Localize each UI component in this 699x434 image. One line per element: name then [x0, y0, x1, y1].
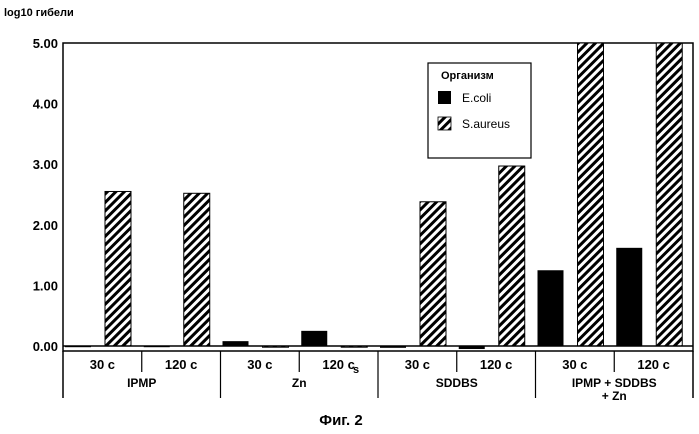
y-tick-label: 0.00 — [33, 339, 58, 354]
bar-saureus — [420, 202, 446, 346]
y-tick-label: 1.00 — [33, 278, 58, 293]
legend-label-ecoli: E.coli — [462, 91, 491, 105]
y-tick-label: 3.00 — [33, 157, 58, 172]
legend: Организм E.coli S.aureus — [428, 63, 531, 158]
time-label: 30 с — [405, 357, 430, 372]
time-label: 120 с — [637, 357, 670, 372]
time-label: 120 с — [480, 357, 513, 372]
bar-saureus — [105, 191, 131, 346]
group-label: IPMP + SDDBS+ Zn — [572, 376, 657, 403]
group-label: IPMP — [127, 376, 156, 390]
time-label: 30 с — [247, 357, 272, 372]
time-labels: 30 с 120 с 30 с 120 с 30 с 120 с 30 с 120 с — [90, 357, 670, 372]
bar-ecoli — [616, 248, 642, 346]
legend-title: Организм — [441, 70, 494, 82]
time-label: 30 с — [562, 357, 587, 372]
group-label: SDDBS — [436, 376, 478, 390]
bar-ecoli — [301, 331, 327, 346]
y-tick-labels: 0.00 1.00 2.00 3.00 4.00 5.00 — [33, 36, 58, 354]
bar-ecoli — [538, 270, 564, 346]
y-tick-label: 4.00 — [33, 97, 58, 112]
y-axis-label: log10 гибели — [4, 7, 74, 19]
time-label: 120 с — [322, 357, 355, 372]
figure-caption: Фиг. 2 — [319, 412, 362, 429]
time-label: 120 с — [165, 357, 198, 372]
bar-saureus — [578, 43, 604, 346]
bars — [65, 43, 682, 349]
stray-label: s — [353, 364, 359, 376]
group-labels: IPMP Zn SDDBS IPMP + SDDBS+ Zn — [127, 376, 657, 403]
bar-saureus — [656, 43, 682, 346]
time-label: 30 с — [90, 357, 115, 372]
bar-saureus — [184, 193, 210, 346]
legend-swatch-ecoli — [438, 91, 451, 104]
y-tick-label: 5.00 — [33, 36, 58, 51]
bar-saureus — [499, 166, 525, 346]
category-table — [63, 351, 693, 398]
group-label: Zn — [292, 376, 307, 390]
legend-label-saureus: S.aureus — [462, 117, 510, 131]
legend-swatch-saureus — [438, 117, 451, 130]
y-tick-label: 2.00 — [33, 218, 58, 233]
